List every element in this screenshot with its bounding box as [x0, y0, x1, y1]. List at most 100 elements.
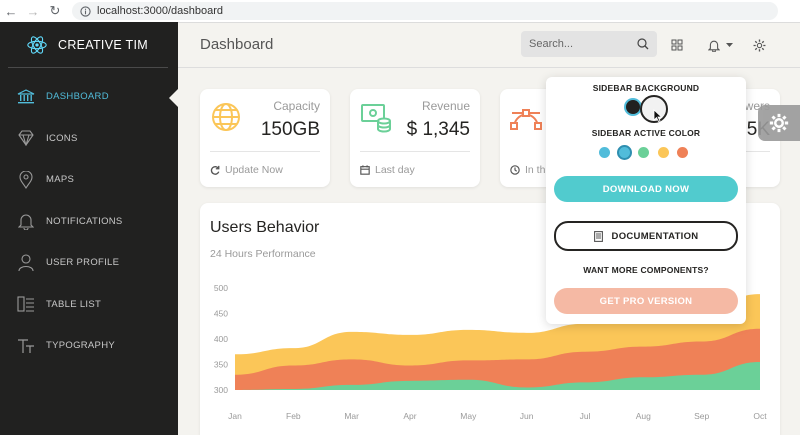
stat-footer[interactable]: Update Now: [210, 164, 283, 176]
stat-footer-text: Update Now: [225, 164, 283, 176]
brand-name: CREATIVE TIM: [58, 37, 148, 52]
sidebar-active-color-label: SIDEBAR ACTIVE COLOR: [591, 128, 701, 138]
get-pro-button[interactable]: GET PRO VERSION: [554, 288, 738, 314]
clock-icon: [510, 165, 520, 175]
globe-icon: [212, 103, 240, 131]
background-option-black[interactable]: [626, 100, 640, 114]
active-color-option[interactable]: [599, 147, 610, 158]
download-now-label: DOWNLOAD NOW: [602, 183, 690, 195]
sidebar-item-maps[interactable]: MAPS: [0, 159, 178, 201]
sidebar-item-label: NOTIFICATIONS: [46, 215, 123, 227]
browser-toolbar: ← → ↻ localhost:3000/dashboard: [0, 0, 800, 23]
caret-down-icon: [725, 42, 733, 47]
stat-title: Revenue: [421, 99, 470, 113]
bank-icon: [17, 88, 35, 106]
stat-value: $ 1,345: [406, 119, 470, 140]
address-bar[interactable]: localhost:3000/dashboard: [72, 2, 778, 20]
mouse-cursor-icon: [653, 109, 663, 122]
chart-subtitle: 24 Hours Performance: [210, 248, 316, 260]
gear-icon: [769, 113, 789, 133]
settings-dropdown: SIDEBAR BACKGROUND SIDEBAR ACTIVE COLOR …: [546, 77, 746, 324]
y-tick-label: 300: [214, 385, 228, 395]
y-tick-label: 500: [214, 283, 228, 293]
settings-gear-icon[interactable]: [751, 37, 767, 53]
sidebar-item-icons[interactable]: ICONS: [0, 118, 178, 160]
sidebar-item-label: MAPS: [46, 174, 75, 186]
x-tick-label: Jun: [520, 411, 534, 421]
diamond-icon: [17, 129, 35, 147]
stat-footer[interactable]: Last day: [360, 164, 415, 176]
search-placeholder: Search...: [529, 38, 574, 50]
bell-icon: [17, 212, 35, 231]
typography-icon: [17, 337, 35, 355]
x-tick-label: Jul: [580, 411, 591, 421]
search-icon[interactable]: [637, 38, 649, 50]
divider: [210, 151, 320, 152]
money-icon: [361, 104, 391, 133]
grid-icon[interactable]: [669, 37, 685, 53]
fixed-plugin-toggle[interactable]: [758, 105, 800, 141]
area-series-1: [235, 361, 760, 390]
y-tick-label: 450: [214, 309, 228, 319]
forward-icon[interactable]: →: [26, 3, 40, 19]
sidebar-background-label: SIDEBAR BACKGROUND: [592, 83, 700, 93]
x-tick-label: May: [460, 411, 477, 421]
x-tick-label: Oct: [753, 411, 767, 421]
stat-card-revenue: Revenue $ 1,345 Last day: [350, 89, 480, 187]
brand[interactable]: CREATIVE TIM: [8, 22, 168, 68]
sidebar-item-label: USER PROFILE: [46, 257, 120, 269]
divider: [360, 151, 470, 152]
stat-value: 150GB: [260, 119, 320, 140]
back-icon[interactable]: ←: [4, 3, 18, 19]
active-color-option-selected[interactable]: [617, 145, 632, 160]
react-logo-icon: [27, 35, 47, 54]
sidebar-item-notifications[interactable]: NOTIFICATIONS: [0, 201, 178, 243]
sidebar-nav: DASHBOARD ICONS MAPS NOTIFICATIONS USER …: [0, 68, 178, 367]
calendar-icon: [360, 165, 370, 175]
y-tick-label: 350: [214, 360, 228, 370]
sidebar: CREATIVE TIM DASHBOARD ICONS MAPS NOTIFI…: [0, 22, 178, 435]
info-icon[interactable]: [80, 5, 91, 17]
x-tick-label: Sep: [694, 411, 709, 421]
refresh-icon: [210, 165, 220, 175]
vector-icon: [510, 109, 542, 130]
x-tick-label: Apr: [403, 411, 416, 421]
sidebar-item-user-profile[interactable]: USER PROFILE: [0, 242, 178, 284]
url-text: localhost:3000/dashboard: [97, 5, 223, 17]
stat-card-capacity: Capacity 150GB Update Now: [200, 89, 330, 187]
sidebar-item-typography[interactable]: TYPOGRAPHY: [0, 325, 178, 367]
x-tick-label: Feb: [286, 411, 301, 421]
chart-title: Users Behavior: [210, 219, 320, 236]
x-tick-label: Aug: [636, 411, 651, 421]
area-series-2: [235, 328, 760, 390]
stat-footer[interactable]: In th: [510, 164, 545, 176]
sidebar-item-label: ICONS: [46, 132, 78, 144]
bell-icon: [707, 40, 720, 52]
active-color-option[interactable]: [677, 147, 688, 158]
more-components-label: WANT MORE COMPONENTS?: [583, 265, 709, 275]
reload-icon[interactable]: ↻: [49, 3, 61, 18]
sidebar-item-label: TYPOGRAPHY: [46, 340, 115, 352]
map-pin-icon: [17, 170, 35, 189]
x-tick-label: Mar: [344, 411, 359, 421]
sidebar-item-label: TABLE LIST: [46, 298, 102, 310]
top-navbar: Dashboard Search...: [178, 22, 800, 68]
notifications-dropdown[interactable]: [705, 37, 735, 53]
stat-footer-text: In th: [525, 164, 546, 176]
sidebar-item-dashboard[interactable]: DASHBOARD: [0, 76, 178, 118]
download-now-button[interactable]: DOWNLOAD NOW: [554, 176, 738, 202]
document-icon: [593, 230, 603, 242]
search-input[interactable]: Search...: [521, 31, 657, 57]
table-icon: [17, 295, 35, 313]
page-title: Dashboard: [200, 36, 274, 53]
get-pro-label: GET PRO VERSION: [599, 295, 693, 307]
stat-title: Capacity: [273, 99, 320, 113]
active-color-option[interactable]: [658, 147, 669, 158]
documentation-button[interactable]: DOCUMENTATION: [554, 221, 738, 251]
stat-footer-text: Last day: [375, 164, 415, 176]
area-chart: 300 350 400 450 500 Jan Feb Mar Apr May Jun Jul Aug S…: [214, 283, 767, 421]
active-indicator: [169, 89, 178, 107]
active-color-option[interactable]: [638, 147, 649, 158]
sidebar-item-table-list[interactable]: TABLE LIST: [0, 284, 178, 326]
user-icon: [17, 254, 35, 272]
